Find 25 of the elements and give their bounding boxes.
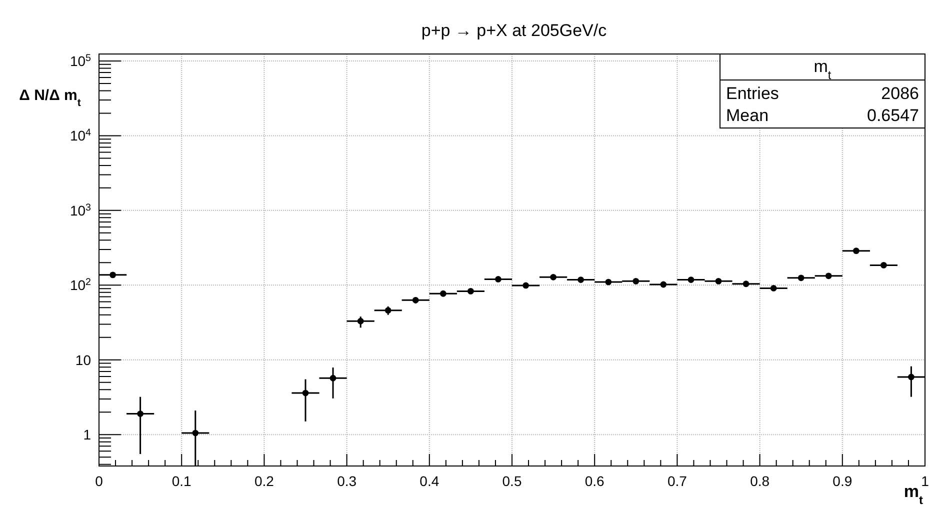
y-tick-label: 10$^{3}$ [70, 202, 92, 218]
x-tick-label: 0.1 [172, 473, 192, 489]
annotation: 2086 [881, 84, 919, 103]
x-axis-title: m$_{t}$ [904, 482, 924, 507]
x-tick-label: 0.7 [667, 473, 688, 489]
y-tick-label: 10$^{2}$ [70, 276, 91, 294]
x-tick-label: 0.6 [584, 473, 605, 489]
annotation: 0.6547 [867, 106, 919, 125]
y-tick-label: 10$^{4}$ [70, 127, 92, 144]
annotation: m$_{t}$ [814, 57, 832, 82]
y-tick-label: 10$^{5}$ [70, 52, 92, 69]
chart-title: p+p → p+X at 205GeV/c [421, 21, 608, 40]
x-tick-label: 0.5 [502, 473, 522, 489]
x-tick-label: 0.9 [832, 473, 852, 489]
x-tick-label: 0.8 [750, 473, 770, 489]
x-tick-label: 0.2 [254, 473, 274, 489]
y-tick-label: 10 [75, 352, 92, 368]
x-tick-label: 1 [921, 473, 929, 489]
x-tick-label: 0 [95, 473, 104, 489]
x-tick-label: 0.3 [337, 473, 357, 489]
y-tick-label: 1 [83, 426, 92, 443]
annotation: Mean [726, 106, 769, 125]
y-axis-title: Δ N/Δ m$_{t}$ [19, 87, 82, 109]
x-tick-label: 0.4 [420, 473, 440, 489]
annotation: Entries [726, 84, 779, 103]
